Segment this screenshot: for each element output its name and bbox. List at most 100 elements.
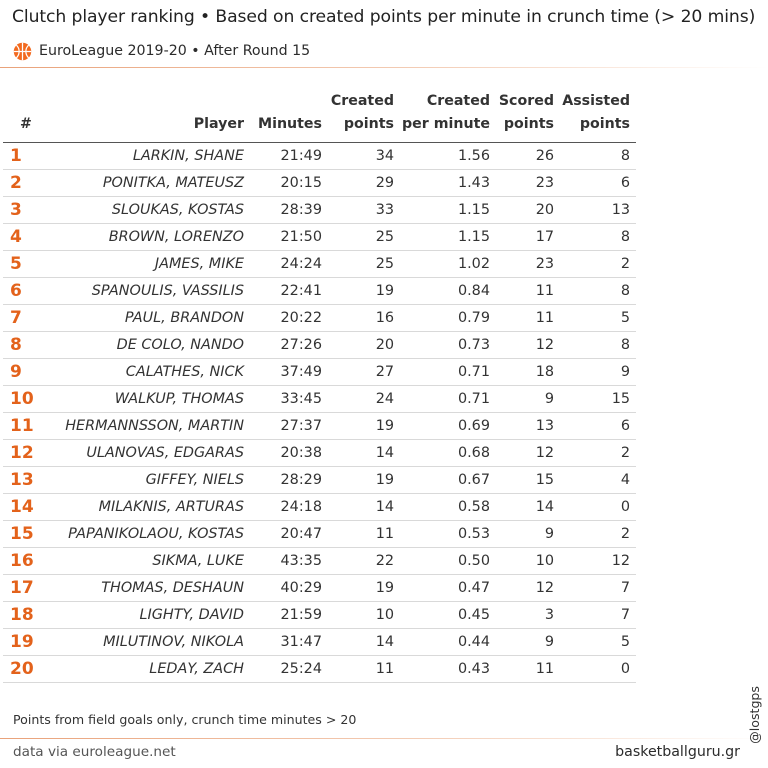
cell-assisted: 5 xyxy=(560,628,636,656)
cell-player: PAUL, BRANDON xyxy=(41,304,250,332)
cell-cpm: 1.15 xyxy=(400,196,496,224)
cell-scored: 9 xyxy=(496,628,560,656)
footer-divider xyxy=(0,738,768,739)
cell-created: 19 xyxy=(328,466,400,494)
column-header-label: # xyxy=(20,116,32,132)
chart-subtitle: EuroLeague 2019-20 • After Round 15 xyxy=(13,39,310,63)
column-header-scored: Scored points xyxy=(496,90,560,143)
cell-minutes: 21:50 xyxy=(250,223,328,251)
cell-player: SPANOULIS, VASSILIS xyxy=(41,277,250,305)
cell-player: SLOUKAS, KOSTAS xyxy=(41,196,250,224)
column-header-label: Minutes xyxy=(257,116,322,132)
column-header-label: Scored xyxy=(498,93,554,109)
cell-player: MILAKNIS, ARTURAS xyxy=(41,493,250,521)
cell-rank: 16 xyxy=(3,547,41,575)
cell-assisted: 2 xyxy=(560,250,636,278)
cell-scored: 18 xyxy=(496,358,560,386)
cell-assisted: 8 xyxy=(560,223,636,251)
cell-created: 20 xyxy=(328,331,400,359)
table-row: 17 THOMAS, DESHAUN 40:29 19 0.47 12 7 xyxy=(3,574,636,602)
cell-created: 29 xyxy=(328,169,400,197)
cell-assisted: 12 xyxy=(560,547,636,575)
cell-minutes: 28:39 xyxy=(250,196,328,224)
cell-player: SIKMA, LUKE xyxy=(41,547,250,575)
cell-cpm: 0.67 xyxy=(400,466,496,494)
cell-rank: 1 xyxy=(3,142,41,170)
table-row: 9 CALATHES, NICK 37:49 27 0.71 18 9 xyxy=(3,358,636,386)
table-row: 16 SIKMA, LUKE 43:35 22 0.50 10 12 xyxy=(3,547,636,575)
cell-assisted: 6 xyxy=(560,169,636,197)
cell-scored: 11 xyxy=(496,655,560,683)
cell-assisted: 8 xyxy=(560,142,636,170)
cell-cpm: 1.15 xyxy=(400,223,496,251)
cell-created: 22 xyxy=(328,547,400,575)
column-header-label: points xyxy=(503,116,554,132)
table-row: 10 WALKUP, THOMAS 33:45 24 0.71 9 15 xyxy=(3,385,636,413)
cell-cpm: 0.69 xyxy=(400,412,496,440)
cell-cpm: 0.68 xyxy=(400,439,496,467)
cell-scored: 11 xyxy=(496,277,560,305)
cell-cpm: 0.43 xyxy=(400,655,496,683)
column-header-created: Created points xyxy=(328,90,400,143)
column-header-label: Created xyxy=(426,93,490,109)
cell-scored: 20 xyxy=(496,196,560,224)
cell-minutes: 22:41 xyxy=(250,277,328,305)
cell-cpm: 0.58 xyxy=(400,493,496,521)
cell-cpm: 0.44 xyxy=(400,628,496,656)
cell-rank: 14 xyxy=(3,493,41,521)
column-header-label: points xyxy=(579,116,630,132)
site-credit: basketballguru.gr xyxy=(615,744,740,760)
cell-assisted: 15 xyxy=(560,385,636,413)
cell-assisted: 4 xyxy=(560,466,636,494)
column-header-label: Player xyxy=(193,116,244,132)
cell-minutes: 40:29 xyxy=(250,574,328,602)
cell-player: GIFFEY, NIELS xyxy=(41,466,250,494)
cell-player: BROWN, LORENZO xyxy=(41,223,250,251)
author-handle: @lostgps xyxy=(747,686,762,744)
cell-minutes: 21:59 xyxy=(250,601,328,629)
cell-scored: 3 xyxy=(496,601,560,629)
data-source: data via euroleague.net xyxy=(13,744,176,760)
cell-assisted: 0 xyxy=(560,493,636,521)
cell-minutes: 37:49 xyxy=(250,358,328,386)
footnote: Points from field goals only, crunch tim… xyxy=(13,712,357,727)
cell-player: LARKIN, SHANE xyxy=(41,142,250,170)
table-header-row: # Player Minutes Created points Created per mi… xyxy=(3,90,636,143)
cell-created: 14 xyxy=(328,439,400,467)
table-row: 1 LARKIN, SHANE 21:49 34 1.56 26 8 xyxy=(3,142,636,170)
cell-scored: 17 xyxy=(496,223,560,251)
cell-created: 25 xyxy=(328,250,400,278)
column-header-label: Assisted xyxy=(562,93,630,109)
cell-created: 24 xyxy=(328,385,400,413)
cell-assisted: 8 xyxy=(560,331,636,359)
cell-created: 10 xyxy=(328,601,400,629)
table-row: 13 GIFFEY, NIELS 28:29 19 0.67 15 4 xyxy=(3,466,636,494)
table-row: 4 BROWN, LORENZO 21:50 25 1.15 17 8 xyxy=(3,223,636,251)
cell-player: CALATHES, NICK xyxy=(41,358,250,386)
cell-scored: 9 xyxy=(496,520,560,548)
subtitle-text: EuroLeague 2019-20 • After Round 15 xyxy=(39,43,311,59)
cell-rank: 6 xyxy=(3,277,41,305)
cell-minutes: 28:29 xyxy=(250,466,328,494)
cell-rank: 18 xyxy=(3,601,41,629)
table-row: 6 SPANOULIS, VASSILIS 22:41 19 0.84 11 8 xyxy=(3,277,636,305)
cell-rank: 13 xyxy=(3,466,41,494)
cell-assisted: 6 xyxy=(560,412,636,440)
cell-player: HERMANNSSON, MARTIN xyxy=(41,412,250,440)
cell-cpm: 0.47 xyxy=(400,574,496,602)
cell-assisted: 0 xyxy=(560,655,636,683)
euroleague-logo-icon xyxy=(13,42,32,60)
cell-minutes: 20:38 xyxy=(250,439,328,467)
cell-player: JAMES, MIKE xyxy=(41,250,250,278)
cell-player: ULANOVAS, EDGARAS xyxy=(41,439,250,467)
cell-rank: 19 xyxy=(3,628,41,656)
cell-rank: 2 xyxy=(3,169,41,197)
cell-cpm: 1.43 xyxy=(400,169,496,197)
cell-minutes: 27:37 xyxy=(250,412,328,440)
cell-created: 33 xyxy=(328,196,400,224)
cell-assisted: 13 xyxy=(560,196,636,224)
cell-assisted: 7 xyxy=(560,601,636,629)
cell-minutes: 27:26 xyxy=(250,331,328,359)
cell-scored: 10 xyxy=(496,547,560,575)
cell-rank: 8 xyxy=(3,331,41,359)
